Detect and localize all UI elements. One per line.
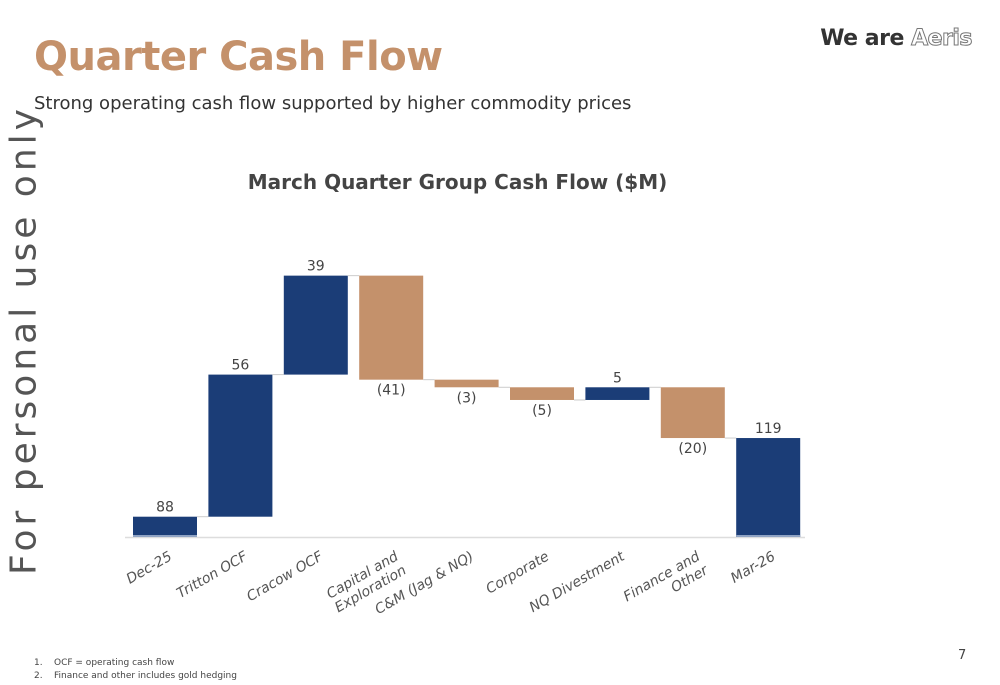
footnote-number: 2. bbox=[34, 671, 43, 681]
footnote-text: OCF = operating cash flow bbox=[54, 658, 175, 668]
bar-4 bbox=[434, 379, 499, 388]
bar-0 bbox=[133, 516, 197, 537]
footnotes: 1. OCF = operating cash flow 2. Finance an… bbox=[34, 657, 237, 683]
x-tick-label: Cracow OCF bbox=[244, 548, 327, 605]
x-tick-label-line: Cracow OCF bbox=[244, 548, 327, 605]
bar-base-8 bbox=[736, 535, 801, 537]
data-label: 5 bbox=[613, 370, 622, 386]
bar-6 bbox=[585, 387, 650, 400]
bar-base-0 bbox=[133, 535, 197, 537]
data-label: 39 bbox=[307, 259, 325, 275]
aeris-logo: We are Aeris bbox=[820, 26, 973, 52]
bar-2 bbox=[283, 275, 348, 375]
data-label: 88 bbox=[156, 500, 174, 516]
x-tick-label-line: Mar-26 bbox=[728, 549, 778, 587]
x-tick-label-line: Tritton OCF bbox=[174, 548, 251, 602]
x-tick-label: Corporate bbox=[483, 549, 552, 598]
bar-5 bbox=[510, 387, 574, 400]
x-tick-label-line: Dec-25 bbox=[124, 549, 175, 588]
data-label: (20) bbox=[678, 441, 707, 457]
page-number: 7 bbox=[958, 648, 967, 663]
data-label: 119 bbox=[755, 421, 782, 437]
x-tick-label: Finance andOther bbox=[621, 548, 712, 619]
data-label: (3) bbox=[457, 390, 477, 406]
data-label: 56 bbox=[231, 358, 249, 374]
bar-7 bbox=[660, 387, 725, 439]
data-label: (5) bbox=[532, 403, 552, 419]
bar-3 bbox=[359, 275, 424, 380]
page-title: Quarter Cash Flow bbox=[34, 34, 443, 80]
page-subtitle: Strong operating cash flow supported by … bbox=[34, 93, 632, 114]
x-tick-label: Dec-25 bbox=[124, 549, 175, 588]
logo-brand: Aeris bbox=[911, 26, 973, 52]
bar-8 bbox=[736, 438, 801, 537]
logo-prefix: We are bbox=[820, 26, 904, 51]
data-label: (41) bbox=[377, 383, 406, 399]
bar-1 bbox=[208, 374, 273, 517]
chart-title: March Quarter Group Cash Flow ($M) bbox=[247, 170, 668, 194]
footnote: 1. OCF = operating cash flow bbox=[34, 657, 237, 670]
x-tick-label: Mar-26 bbox=[728, 549, 778, 587]
footnote-number: 1. bbox=[34, 658, 43, 668]
footnote: 2. Finance and other includes gold hedgin… bbox=[34, 670, 237, 683]
footnote-text: Finance and other includes gold hedging bbox=[54, 671, 237, 681]
x-tick-label-line: Corporate bbox=[483, 549, 552, 598]
x-tick-label: Tritton OCF bbox=[174, 548, 251, 602]
